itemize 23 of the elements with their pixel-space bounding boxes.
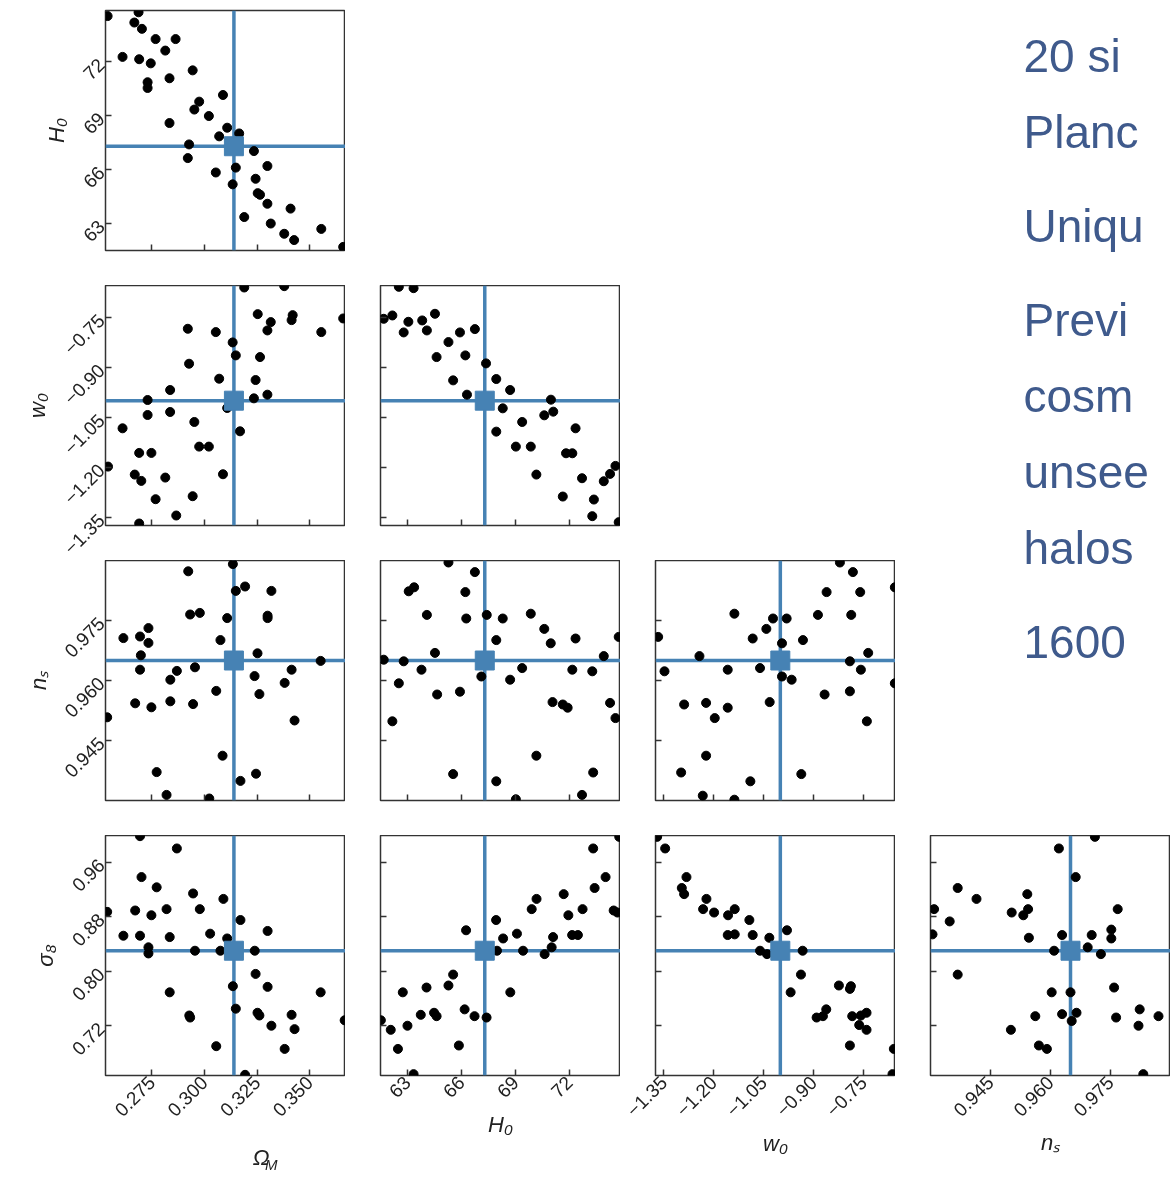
y-tick-label: 0.80: [67, 963, 109, 1005]
x-axis-title: w₀: [762, 1130, 789, 1156]
x-axis-title: nₛ: [1040, 1130, 1062, 1156]
x-tick-label: 72: [546, 1072, 577, 1102]
text: 20 si Planc: [1023, 29, 1139, 158]
text: 1600: [1023, 615, 1126, 668]
x-tick-label: 69: [492, 1072, 523, 1102]
y-tick-label: 0.88: [67, 909, 109, 951]
text: Previ cosm unsee halos: [1023, 293, 1149, 574]
y-axis-title: w₀: [25, 392, 51, 419]
y-tick-label: 72: [79, 54, 109, 85]
y-tick-label: 0.96: [67, 854, 109, 896]
y-axis-title: H₀: [44, 117, 70, 144]
x-tick-label: 63: [385, 1072, 415, 1102]
y-tick-label: 63: [79, 216, 109, 246]
y-tick-label: 0.72: [67, 1018, 109, 1060]
y-axis-title: σ₈: [33, 944, 59, 967]
y-tick-label: 66: [79, 162, 109, 192]
x-axis-title: H₀: [487, 1111, 514, 1137]
x-tick-label: 66: [439, 1072, 469, 1102]
y-tick-label: 69: [79, 108, 109, 139]
y-axis-title: nₛ: [25, 669, 51, 691]
text: Uniqu: [1023, 199, 1144, 252]
